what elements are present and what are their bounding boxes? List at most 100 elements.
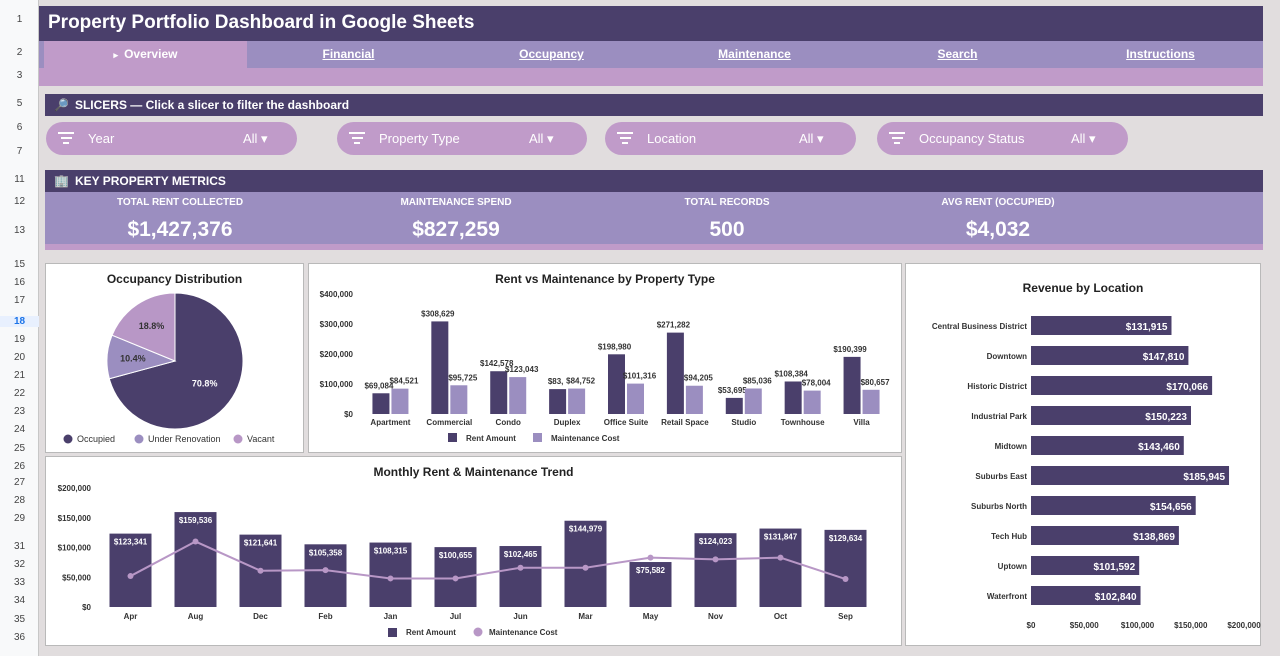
- slicer-location[interactable]: Location All ▾: [605, 122, 856, 155]
- slicer-occupancy-status[interactable]: Occupancy Status All ▾: [877, 122, 1128, 155]
- x-tick-label: Apr: [124, 612, 138, 621]
- row-header-1[interactable]: 1: [16, 14, 23, 25]
- location-bar-industrial-park: [1031, 406, 1191, 425]
- x-tick-label: Mar: [578, 612, 592, 621]
- row-header-21[interactable]: 21: [13, 370, 26, 381]
- row-header-23[interactable]: 23: [13, 406, 26, 417]
- row-header-36[interactable]: 36: [13, 632, 26, 643]
- slicer-label: Property Type: [379, 131, 460, 146]
- legend-swatch: [233, 434, 243, 444]
- row-header-11[interactable]: 11: [14, 174, 25, 185]
- y-tick-label: $150,000: [58, 514, 92, 523]
- maint-bar-studio: [744, 388, 762, 414]
- tab-overview[interactable]: ▸ Overview: [44, 41, 247, 68]
- maint-bar-condo: [509, 377, 527, 414]
- bar-data-label: $94,205: [684, 374, 713, 383]
- occupancy-chart-panel: Occupancy Distribution 70.8% 10.4% 18.8% Oc…: [45, 263, 304, 453]
- row-header-12[interactable]: 12: [13, 196, 26, 207]
- row-header-19[interactable]: 19: [13, 334, 26, 345]
- row-header-34[interactable]: 34: [13, 595, 26, 606]
- legend-swatch: [473, 627, 483, 637]
- bar-data-label: $131,915: [1126, 322, 1168, 333]
- tab-financial[interactable]: Financial: [247, 41, 450, 68]
- tab-label: Instructions: [1126, 47, 1195, 61]
- maintenance-point: [582, 564, 589, 571]
- bar-data-label: $308,629: [421, 309, 455, 318]
- slicer-year[interactable]: Year All ▾: [46, 122, 297, 155]
- x-tick-label: Nov: [708, 612, 724, 621]
- rent-bar-commercial: [431, 321, 449, 414]
- row-header-25[interactable]: 25: [13, 443, 26, 454]
- occupancy-pie-chart: 70.8% 10.4% 18.8% Occupied Under Renovation V…: [63, 292, 275, 444]
- bar-data-label: $142,578: [480, 359, 514, 368]
- row-header-35[interactable]: 35: [13, 614, 26, 625]
- slicer-label: Year: [88, 131, 115, 146]
- y-tick-label: Historic District: [967, 382, 1027, 391]
- slicer-value: All ▾: [243, 131, 268, 146]
- row-header-6[interactable]: 6: [16, 122, 23, 133]
- rent-bar-villa: [843, 356, 861, 414]
- row-header-28[interactable]: 28: [13, 495, 26, 506]
- tab-occupancy[interactable]: Occupancy: [450, 41, 653, 68]
- bar-data-label: $108,315: [374, 547, 408, 556]
- row-header-27[interactable]: 27: [13, 477, 26, 488]
- filter-icon: [617, 132, 633, 145]
- row-header-2[interactable]: 2: [16, 47, 23, 58]
- maint-bar-apartment: [391, 388, 409, 414]
- metric-label: TOTAL RECORDS: [684, 197, 770, 208]
- legend-swatch: [533, 433, 542, 442]
- row-header-24[interactable]: 24: [13, 424, 26, 435]
- metric-value: $4,032: [965, 218, 1031, 241]
- bar-data-label: $101,592: [1093, 562, 1135, 573]
- row-header-15[interactable]: 15: [13, 259, 26, 270]
- legend-label: Under Renovation: [148, 434, 221, 444]
- row-header-18[interactable]: 18: [0, 316, 39, 327]
- location-bar-tech-hub: [1031, 526, 1179, 545]
- row-header-22[interactable]: 22: [13, 388, 26, 399]
- x-tick-label: Villa: [853, 418, 870, 427]
- maint-bar-office-suite: [627, 383, 644, 414]
- y-tick-label: $200,000: [58, 484, 92, 493]
- rent-bar-retail-space: [666, 332, 684, 414]
- month-rent-bar-apr: [109, 533, 152, 607]
- row-header-17[interactable]: 17: [13, 295, 26, 306]
- tab-maintenance[interactable]: Maintenance: [653, 41, 856, 68]
- row-header-16[interactable]: 16: [13, 277, 26, 288]
- x-tick-label: Dec: [253, 612, 268, 621]
- row-header-7[interactable]: 7: [16, 146, 23, 157]
- type-chart-title: Rent vs Maintenance by Property Type: [495, 272, 715, 286]
- month-rent-bar-jun: [499, 546, 542, 607]
- bar-data-label: $129,634: [829, 534, 863, 543]
- row-header-5[interactable]: 5: [16, 98, 23, 109]
- tab-search[interactable]: Search: [856, 41, 1059, 68]
- row-header-20[interactable]: 20: [13, 352, 26, 363]
- row-header-33[interactable]: 33: [13, 577, 26, 588]
- x-tick-label: Office Suite: [604, 418, 649, 427]
- row-header-13[interactable]: 13: [13, 225, 26, 236]
- slicer-label: Occupancy Status: [919, 131, 1025, 146]
- maintenance-point: [777, 554, 784, 561]
- slicer-property-type[interactable]: Property Type All ▾: [337, 122, 587, 155]
- tab-instructions[interactable]: Instructions: [1059, 41, 1262, 68]
- bar-data-label: $150,223: [1145, 412, 1187, 423]
- row-header-31[interactable]: 31: [13, 541, 26, 552]
- x-tick-label: Studio: [731, 418, 756, 427]
- metric-card: MAINTENANCE SPEND $827,259: [341, 192, 571, 242]
- pie-data-label: 18.8%: [139, 321, 165, 331]
- tab-label: Overview: [124, 47, 178, 61]
- row-header-3[interactable]: 3: [16, 70, 23, 81]
- maintenance-point: [517, 564, 524, 571]
- metric-card: TOTAL RENT COLLECTED $1,427,376: [65, 192, 295, 242]
- monthly-combo-chart: $0 $50,000 $100,000 $150,000 $200,000 $123,34…: [58, 484, 867, 637]
- row-header-32[interactable]: 32: [13, 559, 26, 570]
- rent-bar-studio: [725, 397, 743, 414]
- tab-label: Financial: [322, 47, 375, 61]
- x-tick-label: Apartment: [370, 418, 410, 427]
- month-rent-bar-mar: [564, 520, 607, 607]
- maint-bar-retail-space: [685, 385, 703, 414]
- row-header-29[interactable]: 29: [13, 513, 26, 524]
- bar-data-label: $154,656: [1150, 502, 1192, 513]
- row-header-26[interactable]: 26: [13, 461, 26, 472]
- type-chart-panel: Rent vs Maintenance by Property Type $0 $…: [308, 263, 902, 453]
- type-bar-chart: $0 $100,000 $200,000 $300,000 $400,000 $69,08…: [320, 290, 890, 443]
